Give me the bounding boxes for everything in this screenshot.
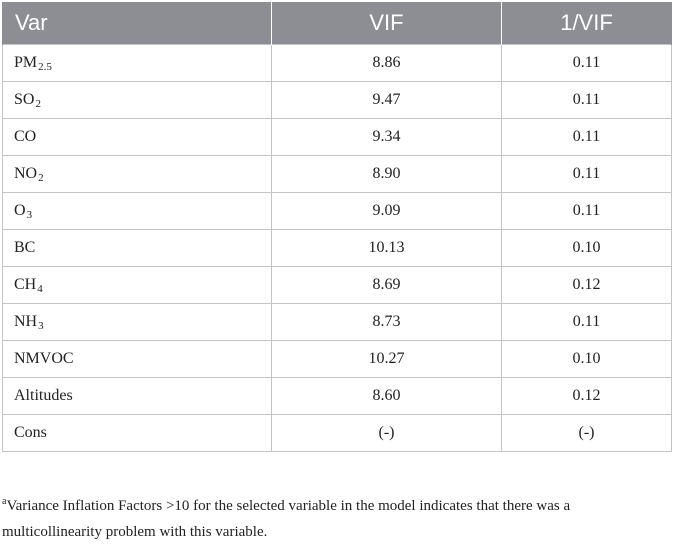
- vif-value: 9.47: [271, 81, 502, 119]
- inverse-vif-value: 0.11: [501, 155, 672, 193]
- header-vif: VIF: [271, 2, 502, 45]
- inverse-vif-value: 0.12: [501, 266, 672, 304]
- table-footnote: aVariance Inflation Factors >10 for the …: [2, 494, 673, 545]
- var-subscript: 2.5: [38, 61, 52, 73]
- var-name-cell: O3: [2, 192, 272, 230]
- inverse-vif-value: 0.11: [501, 118, 672, 156]
- var-name: CH: [14, 276, 37, 293]
- table-row: CH4 8.69 0.12: [2, 266, 672, 304]
- var-subscript: 3: [26, 209, 33, 221]
- var-name: CO: [14, 128, 37, 145]
- var-subscript: 4: [37, 283, 43, 295]
- var-name: NMVOC: [14, 350, 74, 367]
- var-subscript: 3: [38, 320, 44, 332]
- var-subscript: 2: [35, 98, 41, 110]
- var-name-cell: Altitudes: [2, 377, 272, 415]
- footnote-text: Variance Inflation Factors >10 for the s…: [2, 498, 571, 540]
- inverse-vif-value: 0.11: [501, 303, 672, 341]
- header-inverse-vif: 1/VIF: [501, 2, 672, 45]
- table-row: BC 10.13 0.10: [2, 229, 672, 267]
- vif-value: 8.69: [271, 266, 502, 304]
- var-name: Cons: [14, 424, 47, 441]
- table-row: Cons (-) (-): [2, 414, 672, 452]
- table-row: NO2 8.90 0.11: [2, 155, 672, 193]
- inverse-vif-value: 0.10: [501, 340, 672, 378]
- vif-value: 9.34: [271, 118, 502, 156]
- var-subscript: 2: [38, 172, 44, 184]
- table-row: PM2.5 8.86 0.11: [2, 44, 672, 82]
- vif-value: 8.86: [271, 44, 502, 82]
- table-row: NH3 8.73 0.11: [2, 303, 672, 341]
- var-name: O: [14, 202, 26, 219]
- var-name: SO: [14, 91, 35, 108]
- table-row: O3 9.09 0.11: [2, 192, 672, 230]
- var-name-cell: NH3: [2, 303, 272, 341]
- inverse-vif-value: 0.10: [501, 229, 672, 267]
- var-name: PM: [14, 54, 38, 71]
- inverse-vif-value: 0.12: [501, 377, 672, 415]
- footnote-marker: a: [2, 496, 7, 507]
- var-name-cell: CH4: [2, 266, 272, 304]
- var-name-cell: CO: [2, 118, 272, 156]
- inverse-vif-value: 0.11: [501, 44, 672, 82]
- vif-table: Var VIF 1/VIF PM2.5 8.86 0.11 SO2 9.47 0…: [2, 2, 672, 452]
- vif-value: (-): [271, 414, 502, 452]
- vif-value: 10.13: [271, 229, 502, 267]
- vif-value: 8.73: [271, 303, 502, 341]
- vif-value: 9.09: [271, 192, 502, 230]
- var-name-cell: PM2.5: [2, 44, 272, 82]
- var-name-cell: BC: [2, 229, 272, 267]
- table-row: NMVOC 10.27 0.10: [2, 340, 672, 378]
- var-name: NH: [14, 313, 38, 330]
- inverse-vif-value: 0.11: [501, 81, 672, 119]
- inverse-vif-value: 0.11: [501, 192, 672, 230]
- var-name-cell: NMVOC: [2, 340, 272, 378]
- var-name-cell: Cons: [2, 414, 272, 452]
- var-name: BC: [14, 239, 36, 256]
- vif-value: 8.60: [271, 377, 502, 415]
- vif-value: 10.27: [271, 340, 502, 378]
- vif-value: 8.90: [271, 155, 502, 193]
- var-name-cell: NO2: [2, 155, 272, 193]
- inverse-vif-value: (-): [501, 414, 672, 452]
- var-name: Altitudes: [14, 387, 73, 404]
- table-header-row: Var VIF 1/VIF: [2, 2, 672, 45]
- var-name-cell: SO2: [2, 81, 272, 119]
- table-row: SO2 9.47 0.11: [2, 81, 672, 119]
- var-name: NO: [14, 165, 38, 182]
- table-row: Altitudes 8.60 0.12: [2, 377, 672, 415]
- header-var: Var: [2, 2, 272, 45]
- table-row: CO 9.34 0.11: [2, 118, 672, 156]
